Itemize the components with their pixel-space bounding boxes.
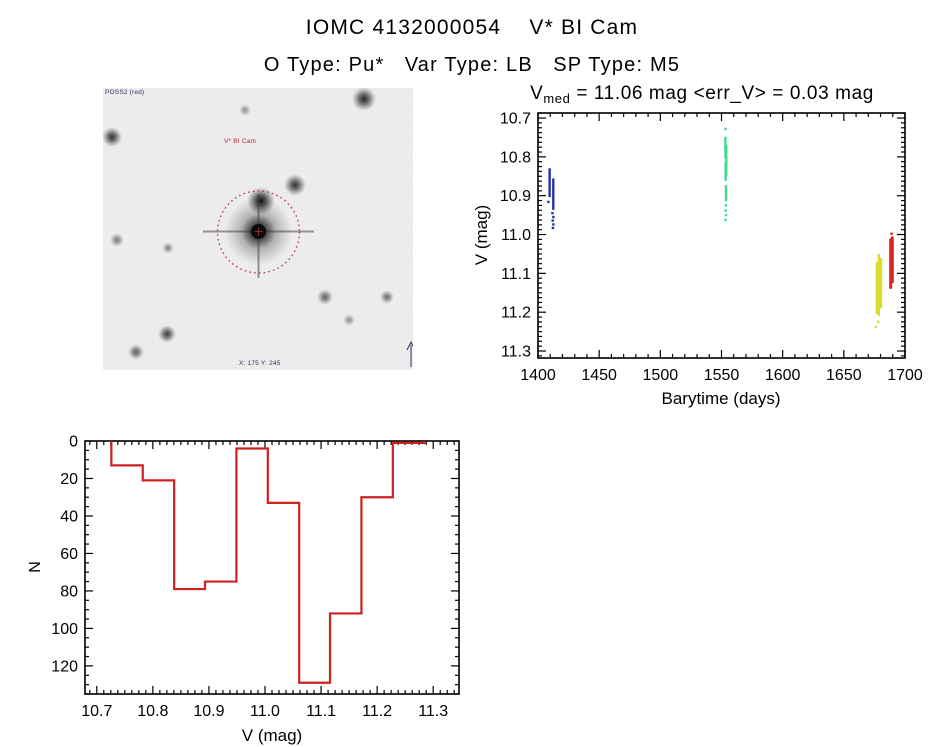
- field-star: [317, 289, 333, 305]
- data-point: [874, 325, 878, 329]
- axis-ticks: [537, 112, 906, 358]
- finding-chart-image: E: [103, 88, 413, 370]
- field-star: [103, 127, 122, 147]
- x-tick-label: 11.2: [362, 703, 392, 720]
- tick-labels: 10.7 10.8 10.9 11.0 11.1 11.2 11.3 0 20 40 60 80 100…: [51, 434, 448, 721]
- x-tick-label: 10.7: [81, 703, 112, 720]
- field-star: [343, 314, 355, 326]
- y-tick-label: 10.9: [500, 188, 531, 205]
- finding-chart: E POSS2 (red) V* BI Cam X: 175 Y: 245: [103, 88, 413, 370]
- finding-chart-overlay: E: [203, 190, 413, 371]
- y-tick-label: 10.7: [500, 111, 531, 128]
- x-tick-label: 1450: [581, 367, 617, 384]
- y-tick-label: 10.8: [500, 149, 531, 166]
- field-star: [380, 290, 394, 304]
- lightcurve-title: Vmed = 11.06 mag <err_V> = 0.03 mag: [530, 83, 874, 106]
- data-point-stripe: [724, 184, 728, 202]
- y-tick-label: 11.0: [501, 227, 531, 244]
- data-point-stripe: [552, 178, 555, 211]
- y-tick-label: 80: [60, 583, 78, 600]
- x-tick-label: 10.9: [193, 703, 224, 720]
- target-name-label: V* BI Cam: [224, 138, 257, 145]
- y-tick-label: 120: [51, 658, 78, 675]
- lc-series-epoch-2-green: [724, 127, 728, 221]
- x-tick-label: 1550: [704, 367, 740, 384]
- y-tick-label: 11.2: [501, 305, 531, 322]
- data-point: [724, 218, 727, 221]
- compass-east-label: E: [394, 370, 399, 371]
- x-tick-label: 1400: [520, 367, 556, 384]
- north-arrow-head-icon: [406, 340, 413, 351]
- field-star: [284, 174, 306, 196]
- data-point: [890, 232, 893, 235]
- data-point: [552, 223, 555, 226]
- data-point: [876, 320, 880, 324]
- page-subtitle: O Type: Pu* Var Type: LB SP Type: M5: [263, 54, 681, 76]
- data-point: [551, 219, 554, 222]
- data-point-stripe: [890, 236, 894, 284]
- data-point: [551, 226, 555, 230]
- lightcurve-plot: 1400 1450 1500 1550 1600 1650 1700 10.7 10.8 10.9…: [472, 83, 923, 408]
- photometric-aperture-circle: [216, 190, 301, 274]
- field-star: [110, 233, 124, 247]
- lc-series-epoch-3-yellow: [874, 253, 883, 329]
- lightcurve-ylabel: V (mag): [472, 205, 491, 265]
- histogram-outline: [110, 441, 426, 684]
- data-point-stripe: [877, 253, 881, 317]
- y-tick-label: 11.1: [501, 266, 531, 283]
- y-tick-label: 40: [60, 508, 78, 525]
- field-star: [158, 325, 176, 343]
- data-point: [724, 213, 728, 217]
- y-tick-label: 100: [51, 621, 78, 638]
- data-point-stripe: [724, 161, 727, 181]
- x-tick-label: 1600: [765, 367, 801, 384]
- field-star: [352, 88, 376, 111]
- histogram-plot: 10.7 10.8 10.9 11.0 11.1 11.2 11.3 0 20 40 60 80 100…: [28, 434, 460, 745]
- x-tick-label: 1500: [643, 367, 679, 384]
- field-star: [162, 242, 174, 254]
- lc-series-epoch-4-red: [889, 232, 894, 289]
- lightcurve-xlabel: Barytime (days): [661, 389, 780, 408]
- data-point: [552, 215, 555, 219]
- data-point-stripe: [879, 257, 883, 309]
- data-point: [724, 209, 727, 212]
- survey-label: POSS2 (red): [105, 89, 145, 96]
- x-tick-label: 11.0: [250, 703, 280, 720]
- data-point: [547, 200, 550, 204]
- axes-frame: [537, 112, 906, 359]
- tick-labels: 1400 1450 1500 1550 1600 1650 1700 10.7 10.8 10.9…: [500, 111, 923, 384]
- data-point-stripe: [548, 168, 551, 198]
- axes-frame: [84, 440, 460, 695]
- data-point-stripe: [875, 261, 879, 315]
- star-field: [103, 88, 394, 360]
- x-tick-label: 1700: [887, 367, 923, 384]
- data-point: [551, 211, 554, 215]
- x-tick-label: 10.8: [137, 703, 168, 720]
- axis-ticks: [85, 440, 459, 695]
- histogram-xlabel: V (mag): [242, 726, 302, 745]
- x-tick-label: 1650: [826, 367, 862, 384]
- x-tick-label: 11.3: [418, 703, 448, 720]
- page-title: IOMC 4132000054 V* BI Cam: [305, 16, 639, 39]
- field-star: [128, 344, 144, 360]
- y-tick-label: 0: [69, 434, 78, 451]
- data-point: [724, 204, 728, 207]
- histogram-ylabel: N: [28, 561, 44, 573]
- data-point: [724, 127, 727, 131]
- y-tick-label: 20: [60, 471, 78, 488]
- lc-series-epoch-1-blue: [547, 168, 555, 230]
- y-tick-label: 60: [60, 546, 78, 563]
- y-tick-label: 11.3: [501, 344, 531, 361]
- chart-coordinates-label: X: 175 Y: 245: [239, 360, 281, 367]
- x-tick-label: 11.1: [306, 703, 336, 720]
- compass: E: [394, 340, 413, 371]
- field-star: [239, 104, 251, 116]
